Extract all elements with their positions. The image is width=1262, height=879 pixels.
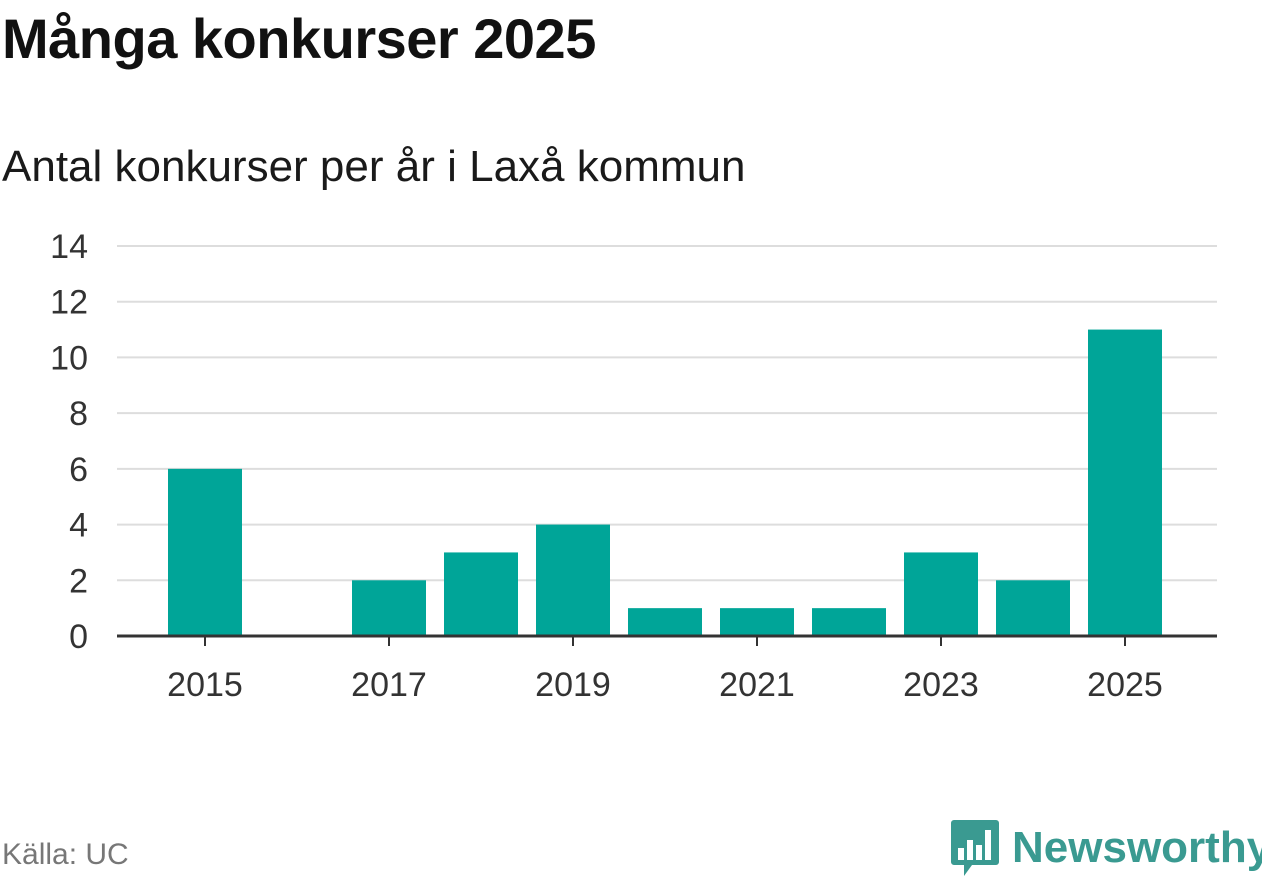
bars <box>168 329 1162 636</box>
bar-2020[interactable] <box>628 608 702 636</box>
y-tick-label: 4 <box>69 507 88 545</box>
bar-2025[interactable] <box>1088 329 1162 636</box>
x-tick-label: 2017 <box>351 666 427 704</box>
y-tick-label: 14 <box>50 228 88 266</box>
x-tick-label: 2023 <box>903 666 979 704</box>
chart-subtitle: Antal konkurser per år i Laxå kommun <box>2 142 746 191</box>
x-tick-label: 2021 <box>719 666 795 704</box>
x-tick-label: 2025 <box>1087 666 1163 704</box>
y-tick-label: 8 <box>69 395 88 433</box>
bar-chart: 0 2 4 6 8 10 12 14 2015 2017 2019 2021 2023 2025 <box>50 228 1217 704</box>
gridlines <box>117 245 1217 582</box>
bar-2018[interactable] <box>444 552 518 636</box>
bar-2023[interactable] <box>904 552 978 636</box>
bar-2024[interactable] <box>996 580 1070 636</box>
x-tick-label: 2015 <box>167 666 243 704</box>
source-note: Källa: UC <box>2 838 129 871</box>
bar-2017[interactable] <box>352 580 426 636</box>
brand-logo[interactable]: Newsworthy <box>950 818 1262 878</box>
y-tick-label: 6 <box>69 451 88 489</box>
bar-2015[interactable] <box>168 468 242 636</box>
x-axis <box>117 634 1217 646</box>
bar-2019[interactable] <box>536 524 610 636</box>
bar-2022[interactable] <box>812 608 886 636</box>
x-axis-labels: 2015 2017 2019 2021 2023 2025 <box>167 666 1163 704</box>
bar-2021[interactable] <box>720 608 794 636</box>
y-tick-label: 12 <box>50 284 88 322</box>
bar-chart-speech-bubble-icon <box>951 820 999 876</box>
x-tick-label: 2019 <box>535 666 611 704</box>
chart-title: Många konkurser 2025 <box>2 7 596 70</box>
y-tick-label: 0 <box>69 618 88 656</box>
brand-name: Newsworthy <box>1012 823 1262 872</box>
y-axis-labels: 0 2 4 6 8 10 12 14 <box>50 228 88 656</box>
y-tick-label: 2 <box>69 562 88 600</box>
y-tick-label: 10 <box>50 339 88 377</box>
